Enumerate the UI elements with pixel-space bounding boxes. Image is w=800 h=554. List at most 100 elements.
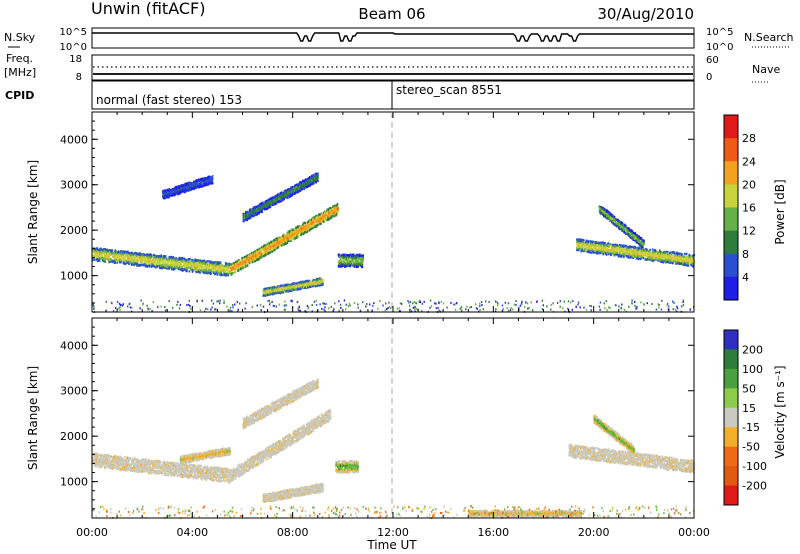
echo-cell (201, 259, 203, 262)
echo-cell (238, 259, 240, 262)
echo-cell (187, 259, 190, 262)
echo-cell (218, 264, 221, 267)
station-title: Unwin (fitACF) (91, 0, 205, 18)
echo-cell (215, 267, 218, 270)
echo-cell (166, 257, 168, 260)
echo-cell (136, 264, 139, 267)
echo-cell (201, 264, 203, 267)
echo-cell (317, 177, 319, 180)
echo-cell (278, 244, 280, 247)
echo-cell (164, 192, 167, 195)
echo-cell (161, 258, 163, 261)
echo-cell (322, 280, 324, 283)
echo-cell (141, 262, 144, 265)
echo-cell (337, 210, 339, 213)
echo-cell (325, 212, 328, 215)
echo-cell (224, 265, 227, 268)
echo-cell (604, 242, 606, 245)
echo-cell (193, 262, 196, 265)
echo-cell (218, 261, 220, 264)
echo-cell (166, 262, 168, 266)
echo-cell (218, 262, 220, 265)
echo-cell (113, 255, 115, 258)
echo-cell (110, 258, 112, 261)
echo-cell (310, 177, 312, 180)
echo-cell (277, 246, 280, 249)
echo-cell (278, 240, 280, 243)
echo-cell (183, 190, 186, 193)
echo-cell (185, 267, 187, 270)
echo-cell (245, 265, 247, 268)
echo-cell (96, 254, 98, 257)
echo-cell (342, 253, 344, 256)
echo-cell (329, 207, 332, 210)
echo-cell (231, 268, 233, 271)
echo-cell (243, 260, 245, 263)
echo-cell (588, 241, 590, 244)
echo-cell (138, 258, 140, 261)
echo-cell (135, 255, 138, 258)
echo-band (337, 253, 364, 269)
echo-cell (253, 256, 256, 259)
echo-cell (206, 179, 209, 182)
noise-panel: N.Sky 10^5 10^0 10^5 10^0 N.Search (4, 27, 794, 53)
echo-cell (255, 250, 258, 253)
echo-cell (264, 288, 266, 291)
echo-cell (293, 190, 296, 193)
echo-cell (194, 263, 196, 266)
echo-cell (287, 290, 290, 293)
echo-cell (227, 272, 230, 275)
echo-cell (263, 245, 266, 248)
echo-cell (162, 265, 164, 268)
echo-cell (148, 261, 150, 264)
echo-cell (295, 288, 298, 291)
echo-cell (219, 270, 221, 273)
echo-cell (140, 263, 142, 266)
echo-cell (261, 207, 263, 210)
echo-cell (194, 258, 196, 261)
echo-cell (196, 181, 199, 184)
echo-cell (169, 189, 172, 192)
echo-cell (191, 258, 194, 261)
echo-cell (254, 208, 256, 211)
echo-cell (275, 237, 277, 240)
echo-cell (203, 268, 206, 271)
echo-cell (260, 204, 262, 207)
echo-cell (297, 185, 300, 188)
echo-cell (111, 249, 113, 252)
echo-cell (297, 233, 300, 236)
echo-cell (267, 293, 269, 296)
echo-cell (213, 266, 215, 269)
echo-cell (145, 262, 148, 265)
echo-cell (122, 260, 125, 263)
echo-cell (327, 207, 330, 210)
echo-cell (272, 242, 275, 245)
echo-cell (210, 182, 213, 185)
echo-cell (277, 242, 280, 245)
echo-cell (254, 260, 256, 263)
echo-cell (305, 183, 308, 186)
echo-cell (161, 259, 164, 262)
echo-cell (260, 251, 263, 254)
echo-cell (197, 179, 199, 183)
echo-cell (318, 215, 320, 218)
echo-cell (192, 261, 194, 264)
echo-cell (176, 260, 179, 263)
echo-cell (166, 267, 169, 270)
echo-cell (173, 263, 176, 266)
echo-cell (298, 226, 301, 229)
echo-cell (296, 185, 298, 188)
echo-cell (286, 242, 288, 245)
echo-cell (181, 264, 184, 267)
echo-cell (221, 269, 223, 272)
echo-cell (168, 266, 171, 269)
echo-cell (93, 248, 95, 251)
echo-cell (256, 251, 259, 254)
echo-cell (255, 206, 258, 209)
echo-cell (162, 261, 164, 264)
echo-cell (100, 257, 102, 260)
echo-cell (168, 267, 171, 270)
echo-cell (304, 281, 307, 285)
echo-cell (343, 259, 346, 262)
echo-cell (211, 178, 214, 181)
